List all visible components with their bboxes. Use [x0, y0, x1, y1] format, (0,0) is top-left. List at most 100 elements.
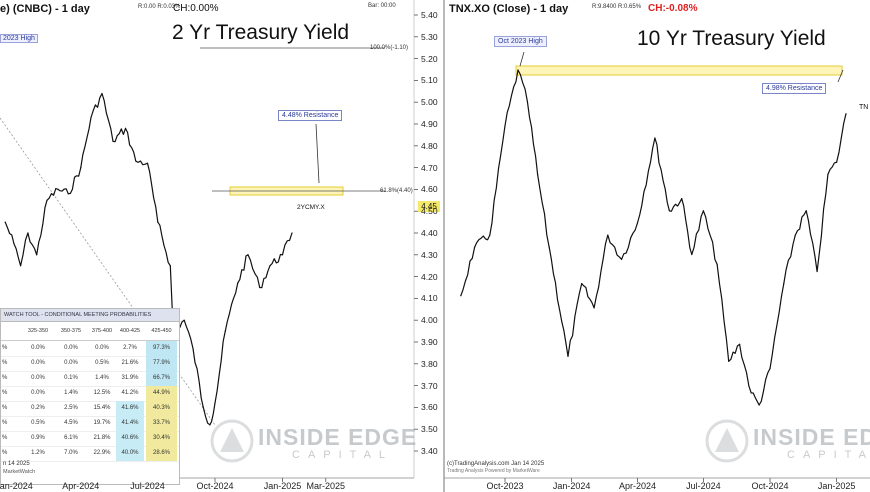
table-row: % 0.0% 0.0% 0.5% 21.6% 77.9% — [1, 356, 179, 372]
left-series-label: 2YCMY.X — [297, 204, 325, 211]
series-line-10yr-point — [845, 113, 847, 115]
series-line-2yr-point — [57, 188, 59, 190]
table-cell: 41.6% — [116, 401, 144, 416]
high-pointer-right — [519, 51, 525, 67]
series-line-2yr-point — [46, 199, 48, 201]
watermark-logo-right — [705, 419, 749, 463]
series-line-2yr-point — [281, 254, 284, 256]
series-line-10yr-point — [668, 210, 670, 212]
left-header: e) (CNBC) - 1 day — [0, 3, 90, 15]
series-line-2yr-point — [183, 319, 185, 321]
series-line-2yr-point — [27, 232, 29, 234]
series-line-10yr-point — [805, 210, 807, 212]
table-row: % 0.0% 0.1% 1.4% 31.9% 66.7% — [1, 371, 179, 387]
series-line-10yr-point — [702, 210, 704, 212]
right-x-tick-label: Oct-2024 — [751, 481, 789, 491]
table-cell: 77.9% — [146, 356, 177, 371]
watermark-logo-left — [210, 419, 254, 463]
series-line-2yr-point — [101, 92, 103, 95]
series-line-10yr-point — [489, 234, 491, 236]
left-y-tick-label: 3.60 — [421, 402, 438, 413]
series-line-10yr-point — [750, 392, 752, 394]
left-x-tick-label: Jan-2024 — [0, 481, 33, 491]
table-cell: 21.6% — [121, 360, 139, 366]
series-line-10yr-point — [607, 234, 609, 236]
series-line-10yr-point — [526, 100, 529, 103]
resistance-pointer-right — [837, 69, 844, 83]
series-line-2yr — [4, 92, 293, 426]
series-line-10yr-point — [654, 137, 656, 139]
resistance-pointer-left — [315, 123, 320, 184]
series-line-10yr-point — [816, 270, 818, 273]
left-x-tick-label: Apr-2024 — [62, 481, 100, 491]
table-cell: 2.7% — [123, 345, 137, 351]
resistance-zone-right — [515, 65, 843, 76]
series-line-10yr-point — [716, 263, 718, 265]
series-line-10yr-point — [783, 283, 785, 285]
table-cell: 0.0% — [31, 360, 45, 366]
table-cell: 44.9% — [146, 386, 177, 401]
right-series-label: TN — [859, 104, 869, 111]
left-y-tick-label: 5.10 — [421, 75, 438, 86]
left-y-tick-label: 4.50 — [421, 206, 438, 217]
left-y-tick-label: 5.20 — [421, 53, 438, 64]
right-watermark-text: INSIDE ED — [753, 424, 870, 450]
fib-100-label: 100.0%(-1.10) — [370, 45, 409, 51]
series-line-2yr-point — [112, 140, 114, 143]
left-x-tick-label: Mar-2025 — [306, 481, 346, 491]
series-line-2yr-point — [135, 160, 137, 162]
series-line-10yr-point — [681, 198, 683, 200]
table-cell: 0.0% — [64, 345, 78, 351]
left-y-tick-label: 5.40 — [421, 10, 438, 20]
series-line-10yr-point — [536, 173, 539, 175]
series-line-2yr-point — [214, 402, 216, 404]
series-line-10yr-point — [593, 307, 595, 309]
series-line-2yr-point — [202, 406, 204, 408]
series-line-10yr-point — [738, 343, 741, 345]
series-line-10yr-point — [504, 125, 506, 127]
right-watermark-sub: CAPITA — [787, 449, 870, 461]
right-x-tick-label: Jan-2024 — [552, 481, 591, 491]
left-y-tick-label: 4.30 — [421, 249, 438, 260]
table-cell: 97.3% — [146, 341, 177, 356]
series-line-10yr-point — [517, 69, 519, 71]
table-cell: 40.3% — [146, 401, 177, 416]
series-line-10yr-point — [758, 404, 760, 406]
right-resistance-label: 4.98% Resistance — [762, 83, 827, 94]
table-cell: 15.4% — [93, 405, 111, 411]
right-change: CH:-0.08% — [648, 3, 698, 14]
series-line-2yr-point — [224, 330, 226, 332]
series-line-10yr-point — [460, 295, 462, 297]
table-cell: 2.5% — [64, 405, 78, 411]
series-line-2yr-point — [146, 162, 149, 164]
table-row: % 0.0% 0.0% 0.0% 2.7% 97.3% — [1, 341, 179, 357]
series-line-2yr-point — [247, 254, 249, 256]
fedwatch-table: WATCH TOOL - CONDITIONAL MEETING PROBABI… — [0, 308, 180, 485]
table-cell: 1.4% — [95, 375, 109, 381]
left-y-tick-label: 3.90 — [421, 337, 438, 347]
series-line-2yr-point — [13, 243, 15, 245]
left-y-tick-label: 3.40 — [421, 446, 438, 456]
table-row-prefix: % — [2, 360, 8, 366]
left-y-tick-label: 3.80 — [421, 358, 438, 369]
table-cell: 21.8% — [93, 435, 111, 441]
table-row-prefix: % — [2, 390, 8, 396]
series-line-10yr-point — [567, 355, 569, 358]
series-line-10yr-point — [836, 161, 838, 163]
left-y-tick-label: 4.90 — [421, 119, 438, 129]
table-cell: 41.2% — [121, 390, 139, 396]
left-title: 2 Yr Treasury Yield — [172, 21, 350, 44]
left-x-tick-label: Jul-2024 — [130, 481, 165, 491]
table-cell: 0.9% — [31, 435, 45, 441]
left-y-tick-label: 4.20 — [421, 271, 438, 282]
table-row-prefix: % — [2, 450, 8, 456]
series-line-10yr-point — [728, 360, 730, 362]
table-cell: 0.0% — [95, 345, 109, 351]
table-row-prefix: % — [2, 375, 8, 381]
left-header-small: R:0.00 R:0.03% — [138, 4, 181, 10]
table-cell: 0.2% — [31, 405, 45, 411]
series-line-2yr-point — [269, 265, 271, 267]
series-line-10yr-point — [636, 222, 639, 224]
table-row: % 1.2% 7.0% 22.9% 40.0% 28.6% — [1, 446, 179, 462]
